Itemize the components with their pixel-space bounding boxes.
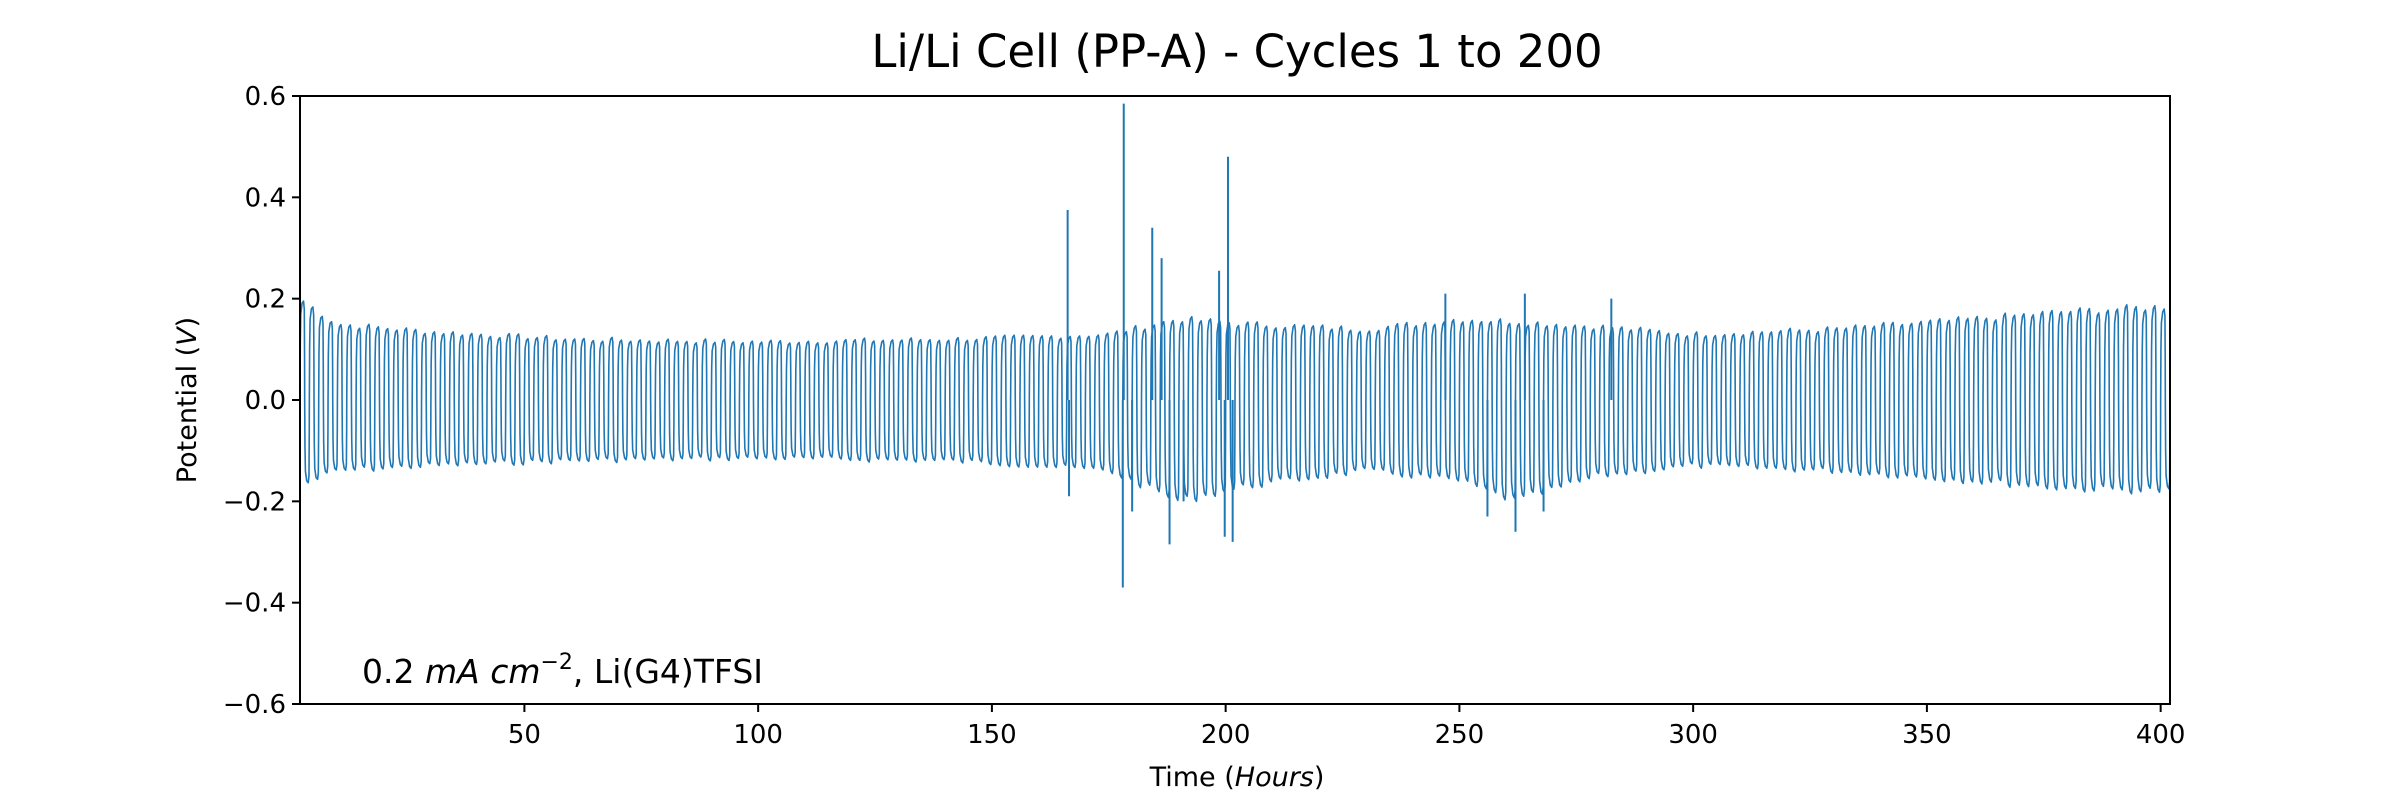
x-axis-label-prefix: Time ( xyxy=(1149,762,1235,793)
y-tick-label: 0.2 xyxy=(245,285,286,315)
x-tick-label: 200 xyxy=(1201,720,1251,750)
annotation-exponent: −2 xyxy=(540,650,572,675)
x-axis-label-suffix: ) xyxy=(1314,762,1325,793)
annotation-rest: , Li(G4)TFSI xyxy=(573,652,763,691)
x-axis-label: Time (Hours) xyxy=(1149,762,1325,793)
x-tick-label: 350 xyxy=(1902,720,1952,750)
plot-area xyxy=(300,103,2170,588)
y-tick-label: 0.6 xyxy=(245,82,286,112)
annotation-value: 0.2 xyxy=(362,652,425,691)
x-tick-label: 300 xyxy=(1668,720,1718,750)
y-tick-label: 0.4 xyxy=(245,183,286,213)
y-axis-label-unit: V xyxy=(172,325,203,346)
y-axis-label-prefix: Potential ( xyxy=(172,346,203,483)
spike-group xyxy=(1066,103,1613,588)
y-tick-label: −0.4 xyxy=(223,589,286,619)
x-tick-label: 100 xyxy=(733,720,783,750)
x-axis-label-unit: Hours xyxy=(1235,762,1314,793)
x-axis: 50 100 150 200 250 300 350 400 xyxy=(508,704,2186,750)
x-tick-label: 50 xyxy=(508,720,541,750)
y-tick-label: 0.0 xyxy=(245,386,286,416)
x-tick-label: 150 xyxy=(967,720,1017,750)
x-tick-label: 250 xyxy=(1435,720,1485,750)
chart-annotation: 0.2 mA cm−2, Li(G4)TFSI xyxy=(362,650,763,691)
x-tick-label: 400 xyxy=(2136,720,2186,750)
series-line-potential xyxy=(300,300,2170,503)
y-axis-label-suffix: ) xyxy=(172,317,203,328)
y-axis-label: Potential (V) xyxy=(172,317,203,483)
y-tick-label: −0.6 xyxy=(223,690,286,720)
chart-title: Li/Li Cell (PP-A) - Cycles 1 to 200 xyxy=(871,25,1602,78)
y-axis: −0.6 −0.4 −0.2 0.0 0.2 0.4 0.6 xyxy=(223,82,300,720)
y-tick-label: −0.2 xyxy=(223,487,286,517)
annotation-unit: mA cm xyxy=(425,652,541,691)
